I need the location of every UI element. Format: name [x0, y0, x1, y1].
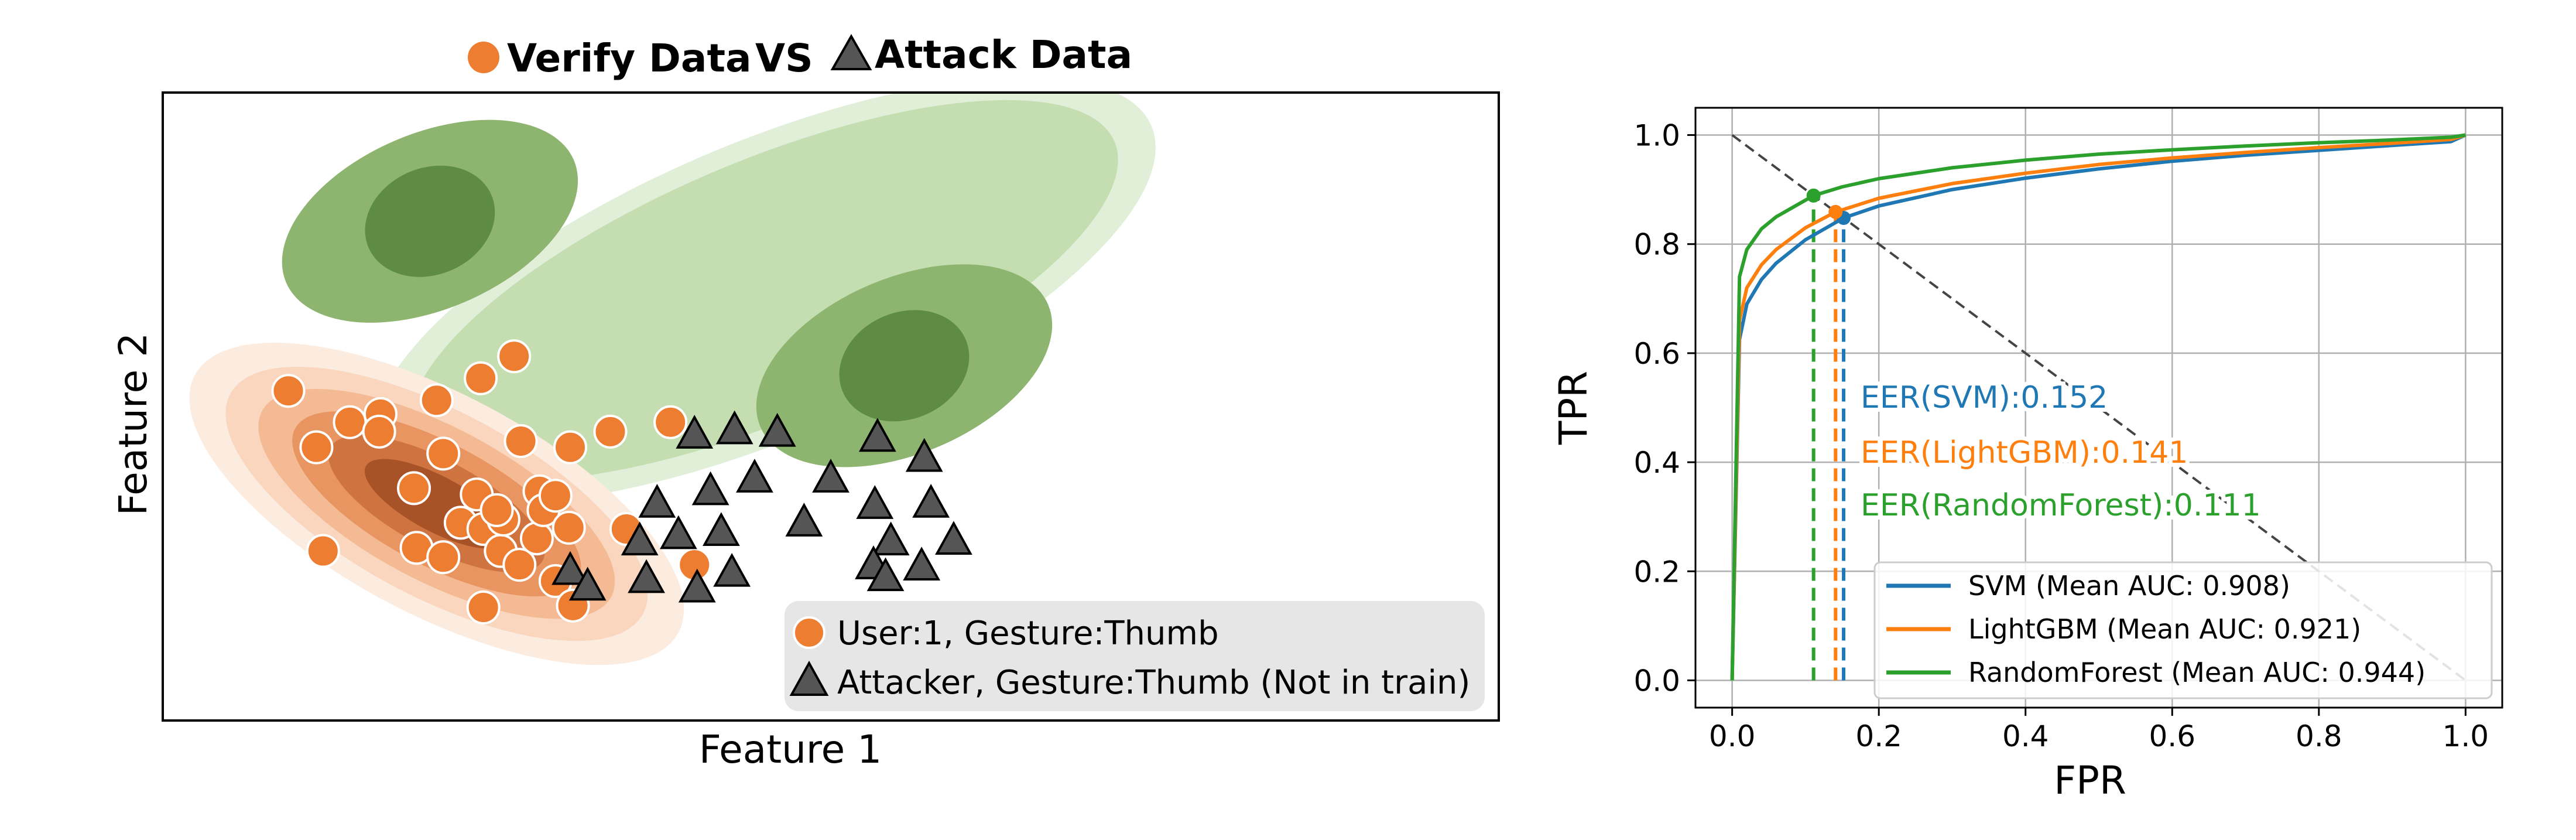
attack-point-2 [758, 412, 796, 447]
attack-point-11 [872, 521, 910, 556]
left-x-axis-label: Feature 1 [699, 727, 882, 772]
verify-point-27 [553, 430, 588, 465]
roc-legend-box [1873, 561, 2493, 699]
roc-eer-point-randomforest [1806, 188, 1821, 203]
verify-point-0 [271, 374, 306, 408]
verify-point-10 [502, 548, 537, 582]
attack-point-16 [628, 559, 665, 593]
roc-xtick-label-2: 0.4 [2002, 719, 2049, 753]
attack-point-22 [903, 547, 941, 581]
attack-point-8 [785, 503, 823, 537]
verify-point-33 [306, 534, 340, 568]
attack-density-outer-1 [410, 100, 1118, 481]
legend-verify-marker [793, 616, 825, 649]
left-plot-area [163, 93, 1499, 721]
attack-point-13 [621, 521, 659, 556]
left-title-part-verify: Verify Data [507, 36, 752, 81]
verify-point-15 [551, 510, 586, 545]
legend-attacker-label: Attacker, Gesture:Thumb (Not in train) [837, 664, 1470, 702]
roc-legend: SVM (Mean AUC: 0.908) LightGBM (Mean AUC… [1873, 561, 2493, 699]
roc-ytick-label-0: 0.0 [1633, 664, 1680, 698]
roc-ytick-label-1: 0.2 [1633, 555, 1680, 589]
verify-point-3 [397, 471, 431, 506]
attack-points [551, 410, 972, 603]
roc-curve-randomforest [1730, 133, 2466, 681]
attack-point-9 [812, 459, 849, 493]
verify-point-20 [466, 590, 501, 625]
attack-point-7 [736, 459, 773, 493]
left-y-axis-label: Feature 2 [111, 333, 156, 515]
roc-ytick-label-5: 1.0 [1633, 119, 1680, 153]
attack-point-17 [678, 568, 716, 603]
verify-point-11 [519, 521, 554, 556]
verify-point-26 [464, 361, 498, 395]
roc-ticks: 0.0 0.2 0.4 0.6 0.8 1.0 0.0 0.2 0.4 0.6 0.8 1.0 [1633, 119, 2489, 753]
eer-randomforest-label: EER(RandomForest):0.111 [1861, 488, 2261, 523]
roc-plot-frame [1694, 107, 2503, 709]
left-legend: User:1, Gesture:Thumb Attacker, Gesture:… [785, 601, 1485, 711]
attack-point-6 [691, 471, 729, 506]
left-legend-box [785, 601, 1485, 711]
eer-lightgbm-label: EER(LightGBM):0.141 [1861, 435, 2188, 470]
roc-legend-lightgbm-label: LightGBM (Mean AUC: 0.921) [1968, 613, 2361, 645]
left-title-part-attack: Attack Data [875, 32, 1132, 77]
verify-point-32 [419, 383, 454, 418]
attack-point-18 [713, 552, 751, 587]
attack-point-10 [856, 485, 894, 519]
attack-point-3 [858, 418, 896, 452]
verify-point-1 [299, 430, 334, 465]
legend-verify-label: User:1, Gesture:Thumb [837, 614, 1219, 653]
verify-point-22 [333, 405, 367, 439]
roc-ytick-label-3: 0.6 [1633, 337, 1680, 371]
eer-annotations: EER(SVM):0.152 EER(LightGBM):0.141 EER(R… [1856, 376, 2265, 527]
attack-point-4 [905, 438, 943, 472]
left-title-part-vs: VS [755, 36, 813, 81]
attack-point-14 [659, 515, 697, 549]
attack-point-24 [866, 557, 905, 592]
verify-point-19 [426, 540, 461, 575]
attack-point-20 [568, 566, 607, 601]
roc-eer-point-lightgbm [1828, 204, 1843, 219]
verify-point-21 [479, 493, 514, 527]
attack-point-23 [935, 521, 972, 555]
roc-legend-randomforest-label: RandomForest (Mean AUC: 0.944) [1968, 657, 2426, 688]
left-plot-frame [162, 91, 1500, 722]
verify-point-4 [426, 436, 461, 471]
roc-xtick-label-4: 0.8 [2296, 719, 2342, 753]
roc-curve-svm [1730, 133, 2467, 681]
verify-point-30 [653, 405, 688, 439]
verify-point-24 [503, 424, 538, 458]
attack-point-5 [638, 484, 676, 518]
eer-svm-label: EER(SVM):0.152 [1861, 380, 2108, 415]
roc-legend-svm-label: SVM (Mean AUC: 0.908) [1968, 570, 2290, 602]
verify-title-marker [468, 42, 499, 73]
attack-density-core-0-1 [365, 165, 495, 277]
attack-point-0 [676, 415, 714, 449]
roc-xtick-label-0: 0.0 [1709, 719, 1756, 753]
roc-curve-lightgbm [1730, 133, 2467, 681]
legend-attacker-marker [789, 660, 829, 696]
roc-xtick-label-3: 0.6 [2149, 719, 2196, 753]
attack-point-15 [702, 512, 740, 546]
roc-ytick-label-4: 0.8 [1633, 228, 1680, 262]
verify-point-31 [593, 414, 628, 449]
attack-point-19 [551, 551, 589, 585]
verify-point-14 [538, 479, 573, 513]
attack-point-1 [715, 410, 753, 445]
attack-point-12 [912, 484, 950, 518]
left-title: Verify Data VS Attack Data [468, 32, 1132, 81]
roc-xtick-label-5: 1.0 [2443, 719, 2489, 753]
roc-y-axis-label: TPR [1551, 371, 1596, 445]
attack-title-marker [830, 33, 872, 70]
roc-x-axis-label: FPR [2054, 758, 2126, 803]
attack-density-core-1-1 [839, 310, 970, 422]
verify-point-25 [497, 339, 532, 374]
roc-xtick-label-1: 0.2 [1855, 719, 1902, 753]
verify-point-23 [362, 414, 396, 449]
roc-ytick-label-2: 0.4 [1633, 446, 1680, 480]
